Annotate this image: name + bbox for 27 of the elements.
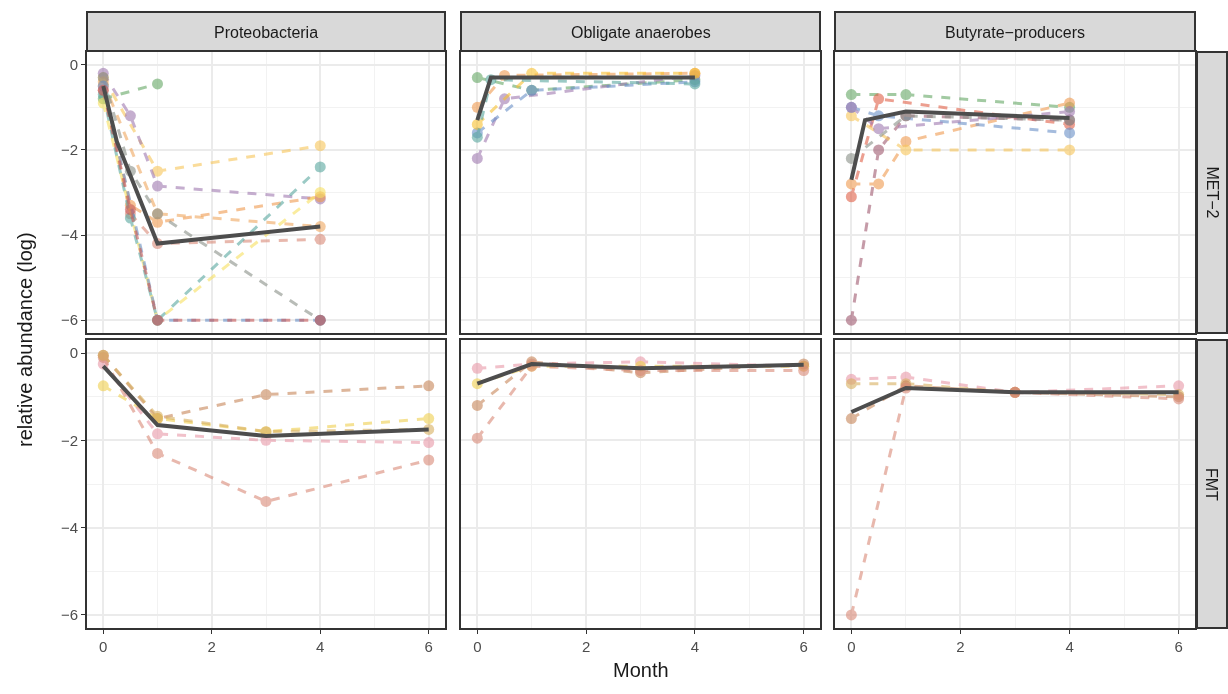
- x-tick-label: 0: [847, 638, 856, 655]
- y-tick-label: −2: [60, 141, 78, 159]
- chart-title: Obligate anaerobes: [571, 24, 711, 41]
- x-tick-label: 0: [99, 638, 108, 655]
- x-tick-label: 0: [473, 638, 482, 655]
- x-tick-label: 6: [1174, 638, 1183, 655]
- chart-title: Proteobacteria: [214, 24, 319, 41]
- y-tick-label: 0: [69, 56, 78, 74]
- y-tick-label: −4: [60, 226, 78, 244]
- x-tick-label: 6: [799, 638, 808, 655]
- x-tick-label: 4: [1065, 638, 1074, 655]
- y-tick-label: −2: [60, 431, 78, 449]
- y-tick-label: −4: [60, 518, 78, 536]
- x-tick-label: 2: [207, 638, 216, 655]
- y-tick-label: −6: [60, 311, 78, 329]
- x-axis-title: Month: [613, 659, 669, 681]
- x-tick-label: 6: [424, 638, 433, 655]
- y-axis-title: relative abundance (log): [14, 232, 36, 447]
- y2-axis-title: FMT: [1203, 468, 1220, 502]
- y2-axis-title: MET−2: [1203, 166, 1221, 219]
- x-tick-label: 2: [581, 638, 591, 655]
- y-tick-label: −6: [60, 606, 78, 624]
- x-tick-label: 4: [316, 638, 325, 655]
- chart-title: Butyrate−producers: [945, 24, 1086, 41]
- x-tick-label: 4: [690, 638, 700, 655]
- x-tick-label: 2: [956, 638, 965, 655]
- y-tick-label: 0: [69, 344, 78, 362]
